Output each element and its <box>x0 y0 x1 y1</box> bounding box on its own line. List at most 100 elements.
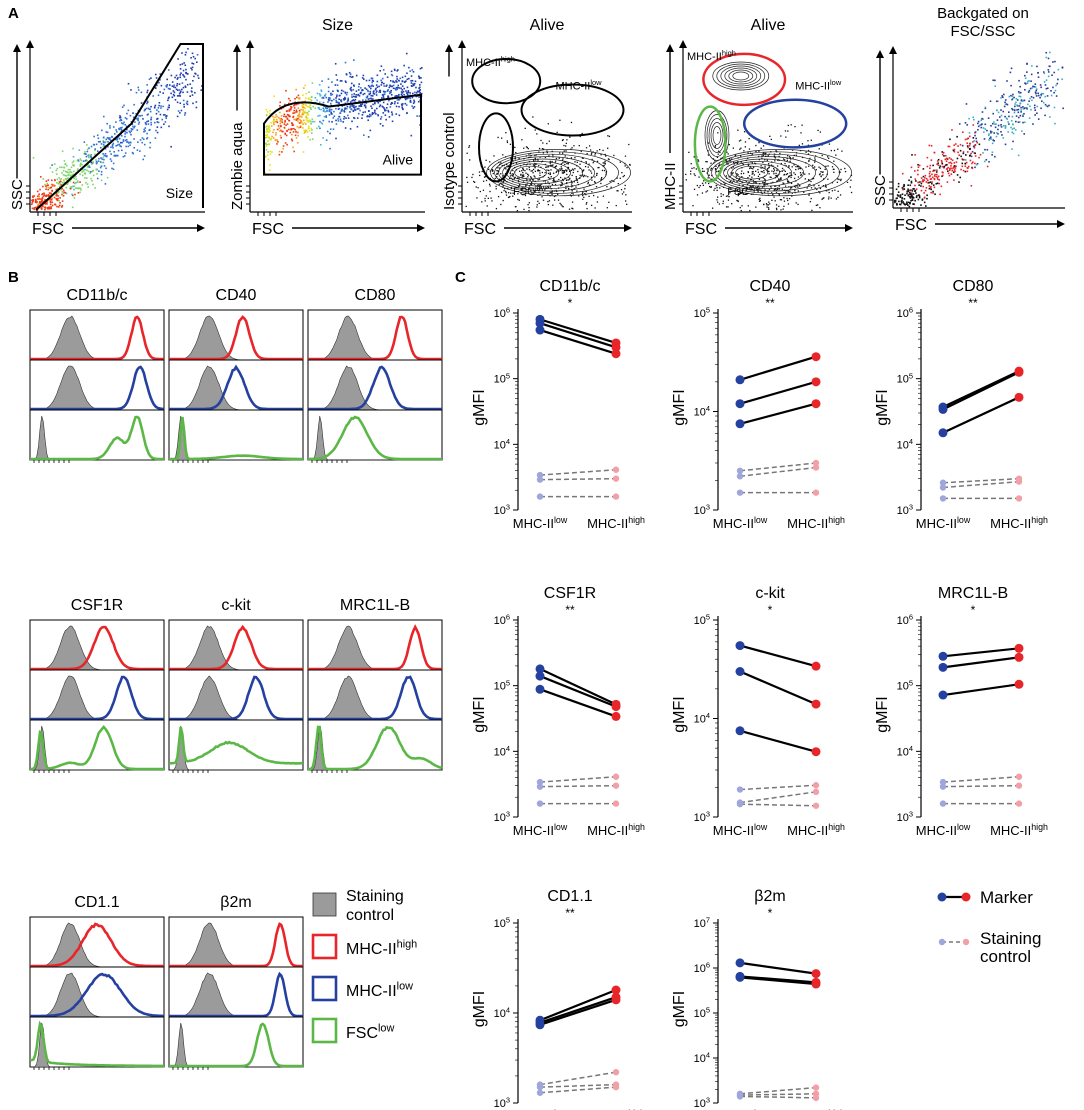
event-dot <box>819 167 822 170</box>
event-dot <box>762 181 764 183</box>
event-dot <box>89 155 92 158</box>
event-dot <box>748 175 751 177</box>
x-tick-label: MHC-IIlow <box>513 515 568 531</box>
event-dot <box>380 65 383 68</box>
event-dot <box>276 139 279 141</box>
event-dot <box>475 186 477 188</box>
event-dot <box>819 187 822 190</box>
event-dot <box>110 146 112 149</box>
event-dot <box>616 177 618 179</box>
significance-label: * <box>768 603 773 617</box>
event-dot <box>933 186 936 189</box>
event-dot <box>393 102 396 105</box>
event-dot <box>81 171 83 173</box>
event-dot <box>409 97 412 100</box>
event-dot <box>179 102 182 105</box>
event-dot <box>49 167 52 169</box>
event-dot <box>968 117 970 120</box>
event-dot <box>737 160 739 163</box>
event-dot <box>736 180 738 183</box>
event-dot <box>31 201 34 204</box>
event-dot <box>71 161 74 164</box>
event-dot <box>1023 133 1026 135</box>
event-dot <box>174 99 177 101</box>
event-dot <box>529 180 531 182</box>
event-dot <box>358 100 360 103</box>
event-dot <box>307 125 310 128</box>
event-dot <box>411 92 414 95</box>
event-dot <box>1029 97 1031 100</box>
marker-line <box>539 998 617 1026</box>
event-dot <box>410 79 412 82</box>
event-dot <box>100 157 102 159</box>
marker-line <box>739 355 817 381</box>
event-dot <box>776 188 779 190</box>
event-dot <box>540 187 542 189</box>
event-dot <box>598 166 600 169</box>
event-dot <box>988 160 990 163</box>
event-dot <box>1018 79 1020 82</box>
event-dot <box>1040 107 1042 110</box>
event-dot <box>179 63 182 66</box>
event-dot <box>616 190 618 192</box>
event-dot <box>607 135 609 137</box>
event-dot <box>147 113 149 115</box>
event-dot <box>764 159 766 161</box>
event-dot <box>928 175 931 178</box>
event-dot <box>509 143 512 145</box>
event-dot <box>369 90 372 93</box>
legend-text: control <box>980 947 1031 966</box>
event-dot <box>787 175 790 178</box>
event-dot <box>345 93 348 96</box>
event-dot <box>910 189 913 192</box>
event-dot <box>318 84 321 86</box>
event-dot <box>418 87 420 89</box>
event-dot <box>929 181 932 184</box>
event-dot <box>358 95 361 97</box>
event-dot <box>109 150 111 153</box>
event-dot <box>522 181 525 183</box>
event-dot <box>565 185 567 188</box>
event-dot <box>414 80 417 83</box>
event-dot <box>763 152 765 154</box>
event-dot <box>278 116 280 119</box>
event-dot <box>997 111 1000 114</box>
event-dot <box>1034 114 1036 116</box>
event-dot <box>930 185 932 188</box>
event-dot <box>396 88 399 90</box>
event-dot <box>628 143 630 146</box>
event-dot <box>770 187 772 189</box>
event-dot <box>825 186 827 188</box>
event-dot <box>335 101 338 104</box>
event-dot <box>985 158 988 161</box>
event-dot <box>288 114 290 117</box>
event-dot <box>761 171 764 173</box>
event-dot <box>563 191 565 193</box>
event-dot <box>908 191 911 194</box>
event-dot <box>283 113 286 116</box>
event-dot <box>265 142 267 145</box>
contour-line <box>490 151 619 194</box>
event-dot <box>761 155 763 157</box>
event-dot <box>975 163 978 166</box>
event-dot <box>758 200 761 202</box>
event-dot <box>793 172 795 174</box>
event-dot <box>621 193 624 195</box>
event-dot <box>264 156 266 158</box>
event-dot <box>61 206 63 208</box>
event-dot <box>75 181 77 184</box>
event-dot <box>566 169 568 172</box>
c-legend-item-0: Marker <box>937 888 1033 907</box>
event-dot <box>91 162 94 164</box>
event-dot <box>941 165 944 168</box>
event-dot <box>747 176 749 179</box>
event-dot <box>192 55 195 58</box>
event-dot <box>926 165 929 168</box>
event-dot <box>521 176 523 178</box>
event-dot <box>69 187 72 190</box>
event-dot <box>298 116 300 119</box>
event-dot <box>116 144 119 146</box>
event-dot <box>65 179 68 181</box>
